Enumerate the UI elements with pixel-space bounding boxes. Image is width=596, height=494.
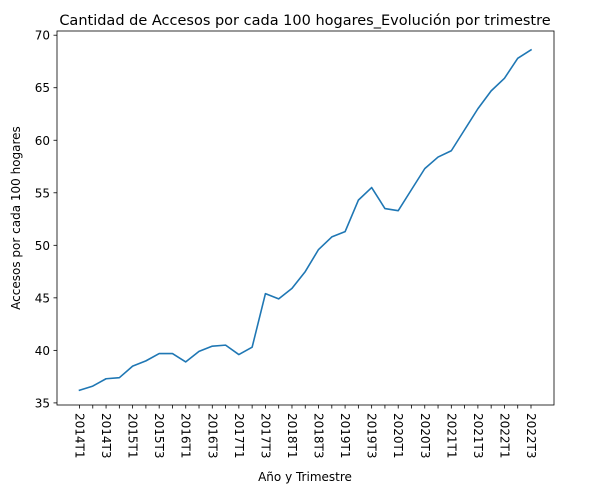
- y-tick-label: 45: [35, 291, 50, 305]
- x-tick-label: 2014T1: [73, 413, 87, 459]
- x-tick-label: 2017T3: [258, 413, 272, 459]
- x-tick-label: 2016T3: [205, 413, 219, 459]
- x-tick-label: 2018T3: [312, 413, 326, 459]
- series-line: [78, 48, 533, 392]
- plot-frame: [56, 30, 555, 406]
- x-tick-label: 2018T1: [285, 413, 299, 459]
- x-tick-label: 2015T3: [152, 413, 166, 459]
- x-tick-label: 2014T3: [99, 413, 113, 459]
- x-tick-label: 2021T3: [471, 413, 485, 459]
- x-tick-label: 2017T1: [232, 413, 246, 459]
- x-tick-label: 2021T1: [444, 413, 458, 459]
- y-tick-label: 35: [35, 396, 50, 410]
- y-tick-label: 55: [35, 186, 50, 200]
- x-tick-label: 2019T3: [365, 413, 379, 459]
- y-tick-label: 40: [35, 344, 50, 358]
- x-tick-label: 2022T1: [497, 413, 511, 459]
- y-axis-label: Accesos por cada 100 hogares: [9, 126, 23, 310]
- x-tick-label: 2022T3: [524, 413, 538, 459]
- x-tick-label: 2016T1: [179, 413, 193, 459]
- x-axis: 2014T1 2014T3 2015T1 2015T3 2016T1 2016T3 2017…: [73, 405, 538, 459]
- y-axis: 35 40 45 50 55 60 65 70: [35, 29, 57, 410]
- x-axis-label: Año y Trimestre: [258, 470, 352, 484]
- plot-area: [56, 30, 555, 406]
- x-tick-label: 2020T1: [391, 413, 405, 459]
- y-tick-label: 65: [35, 81, 50, 95]
- y-tick-label: 70: [35, 29, 50, 43]
- chart-title: Cantidad de Accesos por cada 100 hogares…: [59, 13, 550, 29]
- y-tick-label: 60: [35, 134, 50, 148]
- x-tick-label: 2015T1: [126, 413, 140, 459]
- x-tick-label: 2020T3: [418, 413, 432, 459]
- y-tick-label: 50: [35, 239, 50, 253]
- x-tick-label: 2019T1: [338, 413, 352, 459]
